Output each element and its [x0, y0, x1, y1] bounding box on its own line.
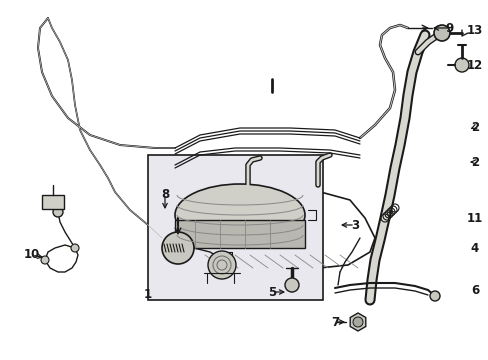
Text: 12: 12: [466, 59, 482, 72]
FancyBboxPatch shape: [148, 155, 323, 300]
Circle shape: [162, 232, 194, 264]
Text: 8: 8: [161, 188, 169, 201]
Circle shape: [454, 58, 468, 72]
Text: 6: 6: [470, 284, 478, 297]
Text: 3: 3: [350, 219, 358, 231]
FancyBboxPatch shape: [42, 195, 64, 209]
Text: 7: 7: [330, 315, 338, 328]
Circle shape: [352, 317, 362, 327]
Circle shape: [433, 25, 449, 41]
Text: 9: 9: [445, 22, 453, 35]
Text: 2: 2: [470, 121, 478, 134]
Text: 10: 10: [24, 248, 40, 261]
Circle shape: [71, 244, 79, 252]
Circle shape: [285, 278, 298, 292]
Polygon shape: [349, 313, 365, 331]
Circle shape: [53, 207, 63, 217]
Circle shape: [207, 251, 236, 279]
Text: 1: 1: [143, 288, 152, 302]
Circle shape: [429, 291, 439, 301]
Text: 2: 2: [470, 156, 478, 168]
Text: 5: 5: [267, 285, 276, 298]
Circle shape: [41, 256, 49, 264]
Text: 13: 13: [466, 23, 482, 36]
Ellipse shape: [175, 184, 305, 246]
Text: 11: 11: [466, 212, 482, 225]
Text: 4: 4: [470, 242, 478, 255]
FancyBboxPatch shape: [175, 220, 305, 248]
